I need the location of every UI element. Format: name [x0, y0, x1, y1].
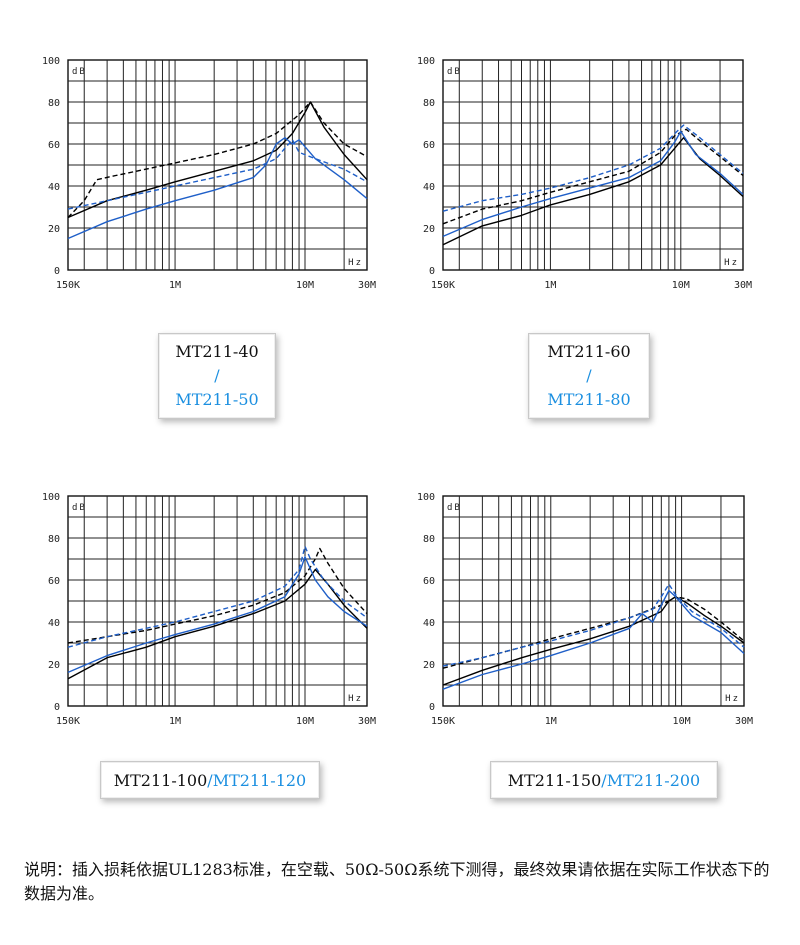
y-tick-label: 60 [48, 140, 60, 151]
model-label-separator: / [586, 366, 592, 385]
x-axis-unit: Hz [725, 694, 740, 704]
model-label-black: MT211-100 [113, 770, 208, 790]
y-tick-label: 80 [423, 98, 435, 109]
y-tick-label: 20 [48, 660, 60, 671]
x-tick-label: 10M [673, 716, 691, 727]
x-axis-unit: Hz [724, 258, 739, 268]
y-tick-label: 40 [48, 618, 60, 629]
series-line-1 [67, 547, 368, 644]
chart-1: 0 20 40 60 80 100 150K 1M 10M 30M dB Hz [42, 56, 376, 291]
x-tick-label: 10M [672, 280, 690, 291]
chart-3: 0 20 40 60 80 100 150K 1M 10M 30M dB Hz [42, 492, 376, 727]
y-tick-label: 60 [423, 576, 435, 587]
model-label-separator: / [601, 770, 607, 790]
x-tick-label: 1M [169, 280, 181, 291]
x-tick-label: 10M [296, 280, 314, 291]
x-tick-label: 150K [431, 280, 455, 291]
y-axis-unit: dB [447, 67, 462, 77]
x-tick-label: 1M [169, 716, 181, 727]
model-label-3: MT211-100/MT211-120 [100, 761, 320, 799]
model-label-black: MT211-150 [507, 770, 602, 790]
chart-2: 0 20 40 60 80 100 150K 1M 10M 30M dB Hz [417, 56, 752, 291]
x-tick-label: 30M [734, 280, 752, 291]
x-axis-unit: Hz [348, 258, 363, 268]
chart-panel-4: 0 20 40 60 80 100 150K 1M 10M 30M dB Hz [417, 492, 753, 727]
model-label-blue: MT211-120 [212, 770, 307, 790]
series-line-2 [442, 596, 745, 686]
y-axis-unit: dB [72, 503, 87, 513]
series-line-4 [67, 556, 368, 674]
y-tick-label: 20 [423, 660, 435, 671]
x-tick-label: 150K [431, 716, 455, 727]
model-label-separator: / [214, 366, 220, 385]
x-tick-label: 150K [56, 716, 80, 727]
series-line-3 [442, 124, 744, 212]
y-tick-label: 100 [417, 56, 435, 67]
series-line-1 [67, 101, 368, 218]
model-label-2: MT211-60 / MT211-80 [528, 333, 650, 419]
model-label-1: MT211-40 / MT211-50 [158, 333, 276, 419]
chart-panel-3: 0 20 40 60 80 100 150K 1M 10M 30M dB Hz [0, 0, 400, 740]
x-tick-label: 10M [296, 716, 314, 727]
y-tick-label: 100 [42, 492, 60, 503]
x-tick-label: 30M [358, 716, 376, 727]
series-line-3 [67, 545, 368, 648]
y-tick-label: 0 [429, 266, 435, 277]
model-label-black: MT211-40 [175, 342, 259, 361]
x-axis-unit: Hz [348, 694, 363, 704]
x-tick-label: 30M [358, 280, 376, 291]
y-tick-label: 100 [417, 492, 435, 503]
footnote: 说明：插入损耗依据UL1283标准，在空载、50Ω-50Ω系统下测得，最终效果请… [24, 860, 770, 903]
y-axis-unit: dB [447, 503, 462, 513]
series-line-3 [442, 583, 745, 667]
x-tick-label: 1M [544, 280, 556, 291]
y-tick-label: 60 [48, 576, 60, 587]
series-line-4 [442, 130, 744, 238]
y-tick-label: 40 [423, 618, 435, 629]
model-label-separator: / [207, 770, 213, 790]
series-line-1 [442, 128, 744, 225]
model-label-4: MT211-150/MT211-200 [490, 761, 718, 799]
y-tick-label: 20 [423, 224, 435, 235]
y-tick-label: 80 [423, 534, 435, 545]
model-label-blue: MT211-200 [606, 770, 701, 790]
chart-panel-2: 0 20 40 60 80 100 150K 1M 10M 30M dB Hz [0, 0, 800, 300]
y-tick-label: 40 [48, 182, 60, 193]
model-label-blue: MT211-80 [547, 390, 631, 409]
y-tick-label: 80 [48, 534, 60, 545]
y-tick-label: 60 [423, 140, 435, 151]
model-label-black: MT211-60 [547, 342, 631, 361]
y-tick-label: 20 [48, 224, 60, 235]
model-label-blue: MT211-50 [175, 390, 259, 409]
y-tick-label: 100 [42, 56, 60, 67]
chart-panel-1: 0 20 40 60 80 100 150K 1M 10M 30M dB Hz [0, 0, 400, 300]
series-line-2 [442, 137, 744, 246]
series-line-4 [442, 589, 745, 690]
series-line-2 [67, 101, 368, 219]
y-tick-label: 0 [54, 702, 60, 713]
y-tick-label: 0 [54, 266, 60, 277]
y-tick-label: 80 [48, 98, 60, 109]
x-tick-label: 150K [56, 280, 80, 291]
y-axis-unit: dB [72, 67, 87, 77]
x-tick-label: 30M [735, 716, 753, 727]
chart-4: 0 20 40 60 80 100 150K 1M 10M 30M dB Hz [417, 492, 753, 727]
x-tick-label: 1M [545, 716, 557, 727]
y-tick-label: 40 [423, 182, 435, 193]
series-line-4 [67, 137, 368, 240]
y-tick-label: 0 [429, 702, 435, 713]
